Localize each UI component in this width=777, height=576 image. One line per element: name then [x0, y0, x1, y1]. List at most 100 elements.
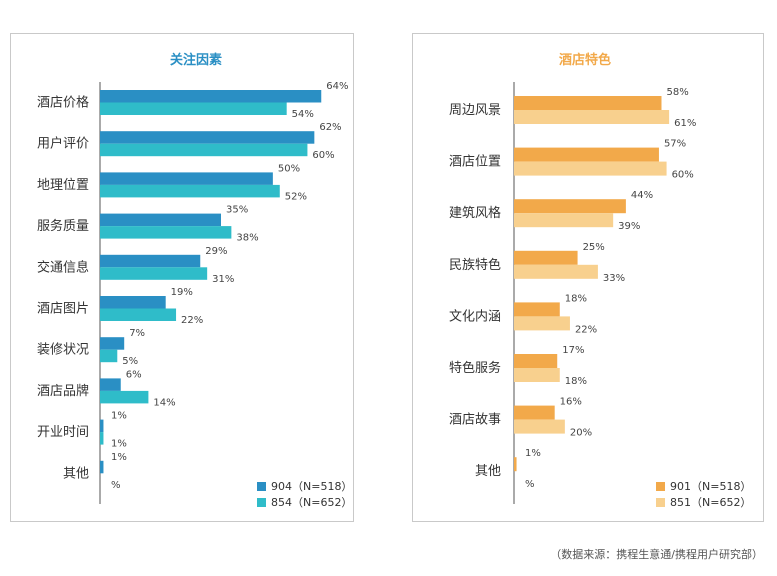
bar-series1 — [100, 419, 104, 433]
chart-panel-focus-factors: 关注因素酒店价格 64% 54% 用户评价 62% 60% 地理位置 50% 52% 服务质量 35… — [10, 33, 354, 522]
category-label: 其他 — [63, 466, 89, 481]
category-label: 用户评价 — [37, 136, 89, 152]
bar-series2 — [514, 419, 565, 434]
category-label: 酒店品牌 — [37, 383, 89, 399]
bar-series1 — [100, 90, 322, 103]
category-label: 开业时间 — [37, 425, 89, 440]
bar-series2 — [100, 390, 149, 404]
data-label: 38% — [236, 233, 258, 244]
data-label: 20% — [570, 428, 592, 439]
category-label: 特色服务 — [449, 360, 501, 376]
bar-series2 — [514, 316, 570, 331]
category-label: 酒店图片 — [37, 302, 89, 317]
category-label: 建筑风格 — [449, 205, 501, 221]
data-label: 60% — [312, 150, 334, 161]
data-label: 19% — [171, 287, 193, 298]
legend-swatch — [257, 498, 266, 507]
bar-series2 — [100, 349, 118, 363]
category-label: 地理位置 — [37, 178, 89, 193]
category-label: 酒店故事 — [449, 413, 501, 428]
data-label: % — [111, 480, 121, 491]
data-label: 44% — [631, 190, 653, 201]
data-label: 58% — [666, 87, 688, 98]
category-label: 酒店位置 — [449, 155, 501, 170]
bar-series1 — [100, 254, 201, 268]
bar-series1 — [514, 457, 517, 472]
bar-series2 — [100, 267, 208, 280]
data-label: 54% — [292, 109, 314, 120]
category-label: 交通信息 — [37, 259, 89, 275]
category-label: 酒店价格 — [37, 95, 89, 111]
data-label: 17% — [562, 345, 584, 356]
data-label: 29% — [205, 246, 227, 257]
data-label: 60% — [672, 170, 694, 181]
bar-series1 — [100, 131, 315, 144]
data-label: 18% — [565, 376, 587, 387]
legend-label: 904（N=518） — [271, 480, 352, 493]
bar-series1 — [100, 337, 125, 350]
data-label: 22% — [181, 315, 203, 326]
bar-series2 — [514, 368, 560, 382]
data-label: 1% — [525, 448, 541, 459]
chart-title: 关注因素 — [170, 52, 222, 68]
bar-series2 — [100, 308, 177, 321]
category-label: 文化内涵 — [449, 308, 501, 324]
data-label: 33% — [603, 273, 625, 284]
data-label: 35% — [226, 205, 248, 216]
data-label: 52% — [285, 191, 307, 202]
bar-series1 — [514, 405, 555, 420]
source-note: （数据来源：携程生意通/携程用户研究部） — [550, 548, 763, 561]
chart-panel-hotel-features: 酒店特色周边风景 58% 61% 酒店位置 57% 60% 建筑风格 44% 39% 民族特色 25… — [412, 33, 764, 522]
legend-label: 854（N=652） — [271, 496, 352, 509]
bar-series1 — [514, 302, 560, 317]
data-label: 25% — [583, 242, 605, 253]
data-label: % — [525, 479, 535, 490]
legend-swatch — [656, 482, 665, 491]
data-label: 16% — [560, 397, 582, 408]
chart-title: 酒店特色 — [559, 52, 611, 68]
data-label: 61% — [674, 118, 696, 129]
bar-series2 — [100, 143, 308, 157]
bar-series1 — [100, 460, 104, 474]
data-label: 1% — [111, 439, 127, 450]
data-label: 7% — [129, 328, 145, 339]
legend-label: 901（N=518） — [670, 480, 751, 493]
bar-series2 — [514, 110, 670, 124]
bar-series2 — [100, 226, 232, 239]
data-label: 14% — [153, 397, 175, 408]
legend-swatch — [656, 498, 665, 507]
data-label: 1% — [111, 452, 127, 463]
category-label: 周边风景 — [449, 103, 501, 118]
category-label: 服务质量 — [37, 218, 89, 234]
bar-series1 — [100, 296, 166, 309]
bar-series2 — [514, 161, 667, 176]
bar-series1 — [514, 250, 578, 265]
data-label: 1% — [111, 411, 127, 422]
data-label: 22% — [575, 324, 597, 335]
data-label: 57% — [664, 139, 686, 150]
data-label: 64% — [326, 81, 348, 92]
data-label: 50% — [278, 163, 300, 174]
data-label: 31% — [212, 274, 234, 285]
bar-series2 — [100, 184, 280, 198]
data-label: 18% — [565, 293, 587, 304]
bar-series2 — [514, 264, 598, 279]
bar-series1 — [514, 199, 626, 214]
bar-series1 — [100, 213, 221, 227]
bar-series1 — [100, 172, 273, 185]
data-label: 39% — [618, 221, 640, 232]
legend-label: 851（N=652） — [670, 496, 751, 509]
category-label: 民族特色 — [449, 257, 501, 273]
bar-series1 — [514, 354, 558, 368]
category-label: 其他 — [475, 464, 501, 479]
bar-series1 — [514, 96, 662, 110]
data-label: 6% — [126, 369, 142, 380]
legend-swatch — [257, 482, 266, 491]
data-label: 62% — [319, 122, 341, 133]
bar-series1 — [514, 147, 659, 162]
data-label: 5% — [122, 356, 138, 367]
category-label: 装修状况 — [37, 343, 89, 358]
bar-series2 — [514, 213, 614, 228]
